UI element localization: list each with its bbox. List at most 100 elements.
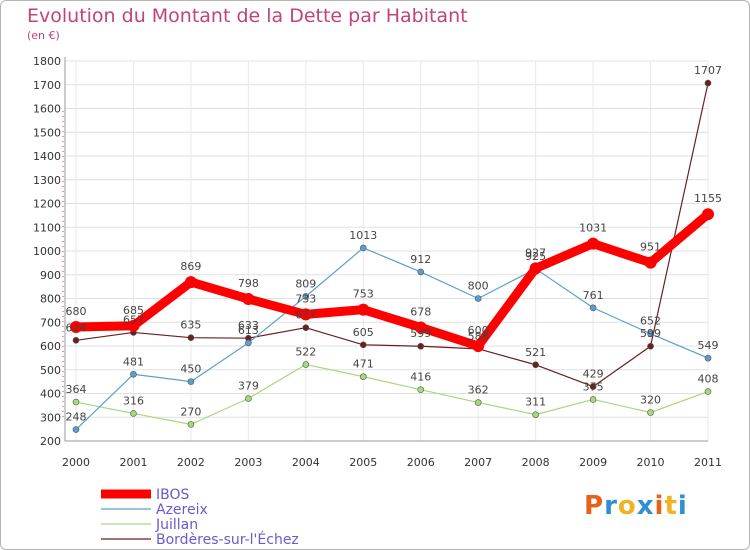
data-label: 925 (525, 250, 546, 263)
series-line (75, 363, 709, 425)
x-tick-label: 2007 (464, 456, 492, 469)
data-label: 927 (525, 246, 546, 259)
data-label: 912 (410, 253, 431, 266)
y-tick-label: 800 (40, 293, 61, 306)
data-label: 605 (353, 326, 374, 339)
data-label: 599 (640, 327, 661, 340)
data-point (72, 398, 80, 406)
data-label: 613 (238, 324, 259, 337)
data-point (302, 361, 310, 368)
x-tick-label: 2009 (579, 456, 607, 469)
data-label: 416 (410, 371, 431, 384)
data-label: 549 (698, 339, 719, 352)
x-tick-label: 2002 (177, 456, 205, 469)
y-tick-label: 300 (40, 411, 61, 424)
data-point (647, 409, 654, 416)
chart-subtitle: (en €) (27, 29, 60, 42)
data-label: 869 (180, 260, 201, 273)
logo-letter: r (604, 491, 618, 521)
data-label: 379 (238, 379, 259, 392)
y-tick-label: 500 (40, 364, 61, 377)
data-label: 450 (180, 363, 201, 376)
logo-letter: i (677, 491, 688, 521)
data-label: 680 (66, 305, 87, 318)
data-label: 588 (468, 330, 489, 343)
data-label: 624 (66, 321, 87, 334)
x-tick-label: 2010 (637, 456, 665, 469)
data-point (647, 342, 654, 350)
data-point (359, 341, 367, 349)
data-point (242, 292, 255, 305)
data-point (245, 339, 252, 347)
data-point (130, 410, 137, 417)
data-point (647, 330, 654, 337)
data-point (299, 308, 312, 321)
y-tick-label: 1300 (33, 174, 61, 187)
data-point (472, 340, 485, 352)
data-label: 761 (583, 289, 604, 302)
data-label: 657 (123, 313, 144, 326)
data-point (130, 370, 137, 378)
data-point (532, 361, 539, 369)
data-label: 471 (353, 358, 374, 371)
data-point (589, 383, 597, 390)
legend-label: Juillan (155, 517, 198, 533)
data-point (302, 293, 310, 300)
data-label: 362 (468, 384, 489, 397)
data-point (587, 237, 600, 250)
data-point (72, 336, 80, 344)
logo-letter: o (617, 491, 637, 521)
data-label: 1155 (694, 192, 722, 205)
data-label: 270 (180, 405, 201, 418)
data-point (529, 262, 542, 275)
data-label: 733 (295, 292, 316, 305)
data-point (417, 342, 425, 350)
x-tick-label: 2000 (62, 456, 90, 469)
data-point (127, 319, 140, 332)
x-tick-label: 2003 (234, 456, 262, 469)
proxiti-logo: Proxiti (584, 491, 688, 521)
data-label: 248 (66, 411, 87, 424)
x-tick-label: 2001 (119, 456, 147, 469)
data-point (702, 208, 714, 221)
data-point (359, 244, 367, 252)
data-label: 685 (123, 304, 144, 317)
logo-letter: P (584, 491, 605, 521)
logo-letter: x (636, 491, 655, 521)
data-label: 521 (525, 346, 546, 359)
data-label: 375 (583, 380, 604, 393)
data-label: 652 (640, 315, 661, 328)
data-label: 599 (410, 327, 431, 340)
data-point (70, 321, 82, 333)
data-label: 1013 (349, 229, 377, 242)
data-point (589, 396, 597, 403)
y-tick-label: 1400 (33, 150, 61, 163)
logo-letter: t (664, 491, 678, 521)
data-label: 809 (295, 277, 316, 290)
data-label: 951 (640, 241, 661, 254)
data-label: 633 (238, 319, 259, 332)
y-tick-label: 1000 (33, 245, 61, 258)
x-tick-label: 2008 (522, 456, 550, 469)
y-tick-label: 1800 (33, 55, 61, 68)
data-point (532, 411, 539, 418)
y-tick-label: 700 (40, 316, 61, 329)
data-label: 316 (123, 394, 144, 407)
y-tick-label: 400 (40, 388, 61, 401)
series-line (75, 82, 709, 388)
logo-letter: i (654, 491, 665, 521)
x-tick-label: 2011 (694, 456, 722, 469)
data-point (417, 268, 425, 276)
y-tick-label: 900 (40, 269, 61, 282)
data-point (704, 354, 712, 362)
data-label: 678 (410, 305, 431, 318)
data-point (474, 399, 482, 406)
data-point (184, 276, 197, 289)
x-tick-label: 2005 (349, 456, 377, 469)
chart-title: Evolution du Montant de la Dette par Hab… (27, 5, 468, 27)
data-label: 364 (66, 383, 87, 396)
y-tick-label: 200 (40, 435, 61, 448)
y-tick-label: 1100 (33, 221, 61, 234)
